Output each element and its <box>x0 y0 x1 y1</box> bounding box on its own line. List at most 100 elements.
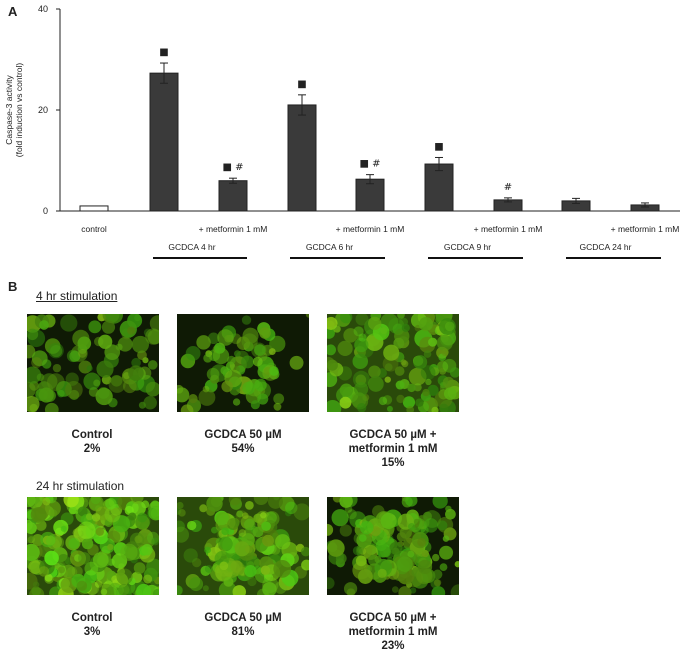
cell-blob <box>260 565 271 575</box>
micrograph-4hr-gcdca <box>177 314 309 412</box>
cell-blob <box>244 518 256 531</box>
group-label: GCDCA 4 hr <box>168 242 215 252</box>
cell-blob <box>78 552 91 565</box>
cell-blob <box>400 359 407 366</box>
cell-blob <box>285 501 298 515</box>
cell-blob <box>428 337 438 347</box>
significance-marker: ■ # <box>222 162 243 173</box>
cell-blob <box>71 573 86 588</box>
cell-blob <box>105 498 117 510</box>
cell-blob <box>92 552 109 568</box>
cell-blob <box>439 545 454 560</box>
cell-blob <box>431 406 439 412</box>
cell-blob <box>355 555 367 567</box>
cell-blob <box>27 497 43 509</box>
micrograph-texture <box>327 314 459 412</box>
cell-blob <box>254 344 266 356</box>
micrograph-4hr-control <box>27 314 159 412</box>
cell-blob <box>91 513 101 522</box>
significance-marker: # <box>504 182 512 193</box>
cell-blob <box>100 588 108 595</box>
cell-blob <box>415 398 424 407</box>
caption-4hr-gcdca-metformin: GCDCA 50 µM + metformin 1 mM 15% <box>308 428 478 470</box>
cell-blob <box>344 505 353 513</box>
cell-blob <box>90 497 101 505</box>
cell-blob <box>289 355 304 370</box>
cell-blob <box>148 505 159 521</box>
cell-blob <box>273 393 285 405</box>
cell-blob <box>449 367 459 378</box>
cell-blob <box>397 556 413 572</box>
cell-blob <box>353 326 364 337</box>
cell-blob <box>180 404 194 412</box>
significance-marker: ■ # <box>359 159 380 170</box>
cell-blob <box>238 529 247 537</box>
cell-blob <box>394 366 405 376</box>
cell-blob <box>242 381 256 395</box>
cell-blob <box>142 357 149 364</box>
cell-blob <box>327 577 335 590</box>
cell-blob <box>97 387 110 399</box>
cell-blob <box>27 328 39 341</box>
cell-blob <box>241 315 252 325</box>
cell-blob <box>273 559 292 578</box>
caption-line: Control <box>71 429 113 441</box>
cell-blob <box>359 521 374 535</box>
cell-blob <box>42 497 51 506</box>
x-tick-label: + metformin 1 mM <box>474 224 543 234</box>
cell-blob <box>232 398 241 406</box>
cell-blob <box>384 376 391 383</box>
caption-line: Control <box>71 612 113 624</box>
group-label: GCDCA 9 hr <box>444 242 491 252</box>
cell-blob <box>423 518 439 533</box>
cell-blob <box>83 372 101 390</box>
cell-blob <box>327 327 335 339</box>
cell-blob <box>413 355 428 370</box>
cell-blob <box>367 376 384 392</box>
cell-blob <box>393 337 405 349</box>
cell-blob <box>27 522 37 535</box>
cell-blob <box>339 524 352 537</box>
cell-blob <box>77 336 92 351</box>
cell-blob <box>252 356 263 367</box>
cell-blob <box>68 537 80 549</box>
cell-blob <box>442 376 455 389</box>
cell-blob <box>117 336 133 352</box>
cell-blob <box>38 387 54 403</box>
cell-blob <box>406 406 415 412</box>
caption-line: metformin 1 mM <box>348 443 438 455</box>
micrograph-24hr-control <box>27 497 159 595</box>
micrograph-texture <box>27 314 159 412</box>
cell-blob <box>203 353 213 363</box>
cell-blob <box>358 534 367 542</box>
cell-blob <box>358 333 367 342</box>
cell-blob <box>337 340 353 357</box>
cell-blob <box>396 394 405 404</box>
cell-blob <box>107 543 114 551</box>
cell-blob <box>128 512 137 521</box>
cell-blob <box>183 548 198 563</box>
caption-24hr-gcdca: GCDCA 50 µM 81% <box>158 611 328 639</box>
caption-line: GCDCA 50 µM + <box>349 429 437 441</box>
panel-a-label: A <box>8 4 18 19</box>
cell-blob <box>368 365 381 378</box>
cell-blob <box>219 561 229 571</box>
cell-blob <box>86 365 93 372</box>
caption-line: metformin 1 mM <box>348 626 438 638</box>
cell-blob <box>228 497 241 506</box>
significance-marker: ■ <box>297 79 306 90</box>
x-tick-label: + metformin 1 mM <box>199 224 268 234</box>
cell-blob <box>122 379 137 394</box>
bar <box>287 104 317 212</box>
bar <box>149 72 179 212</box>
caption-line: 3% <box>83 626 101 638</box>
cell-blob <box>268 348 276 356</box>
cell-blob <box>257 393 269 405</box>
cell-blob <box>241 333 258 350</box>
cell-blob <box>101 320 116 334</box>
cell-blob <box>202 385 210 393</box>
cell-blob <box>293 503 309 521</box>
cell-blob <box>357 569 373 584</box>
cell-blob <box>137 512 148 523</box>
cell-blob <box>31 357 43 369</box>
